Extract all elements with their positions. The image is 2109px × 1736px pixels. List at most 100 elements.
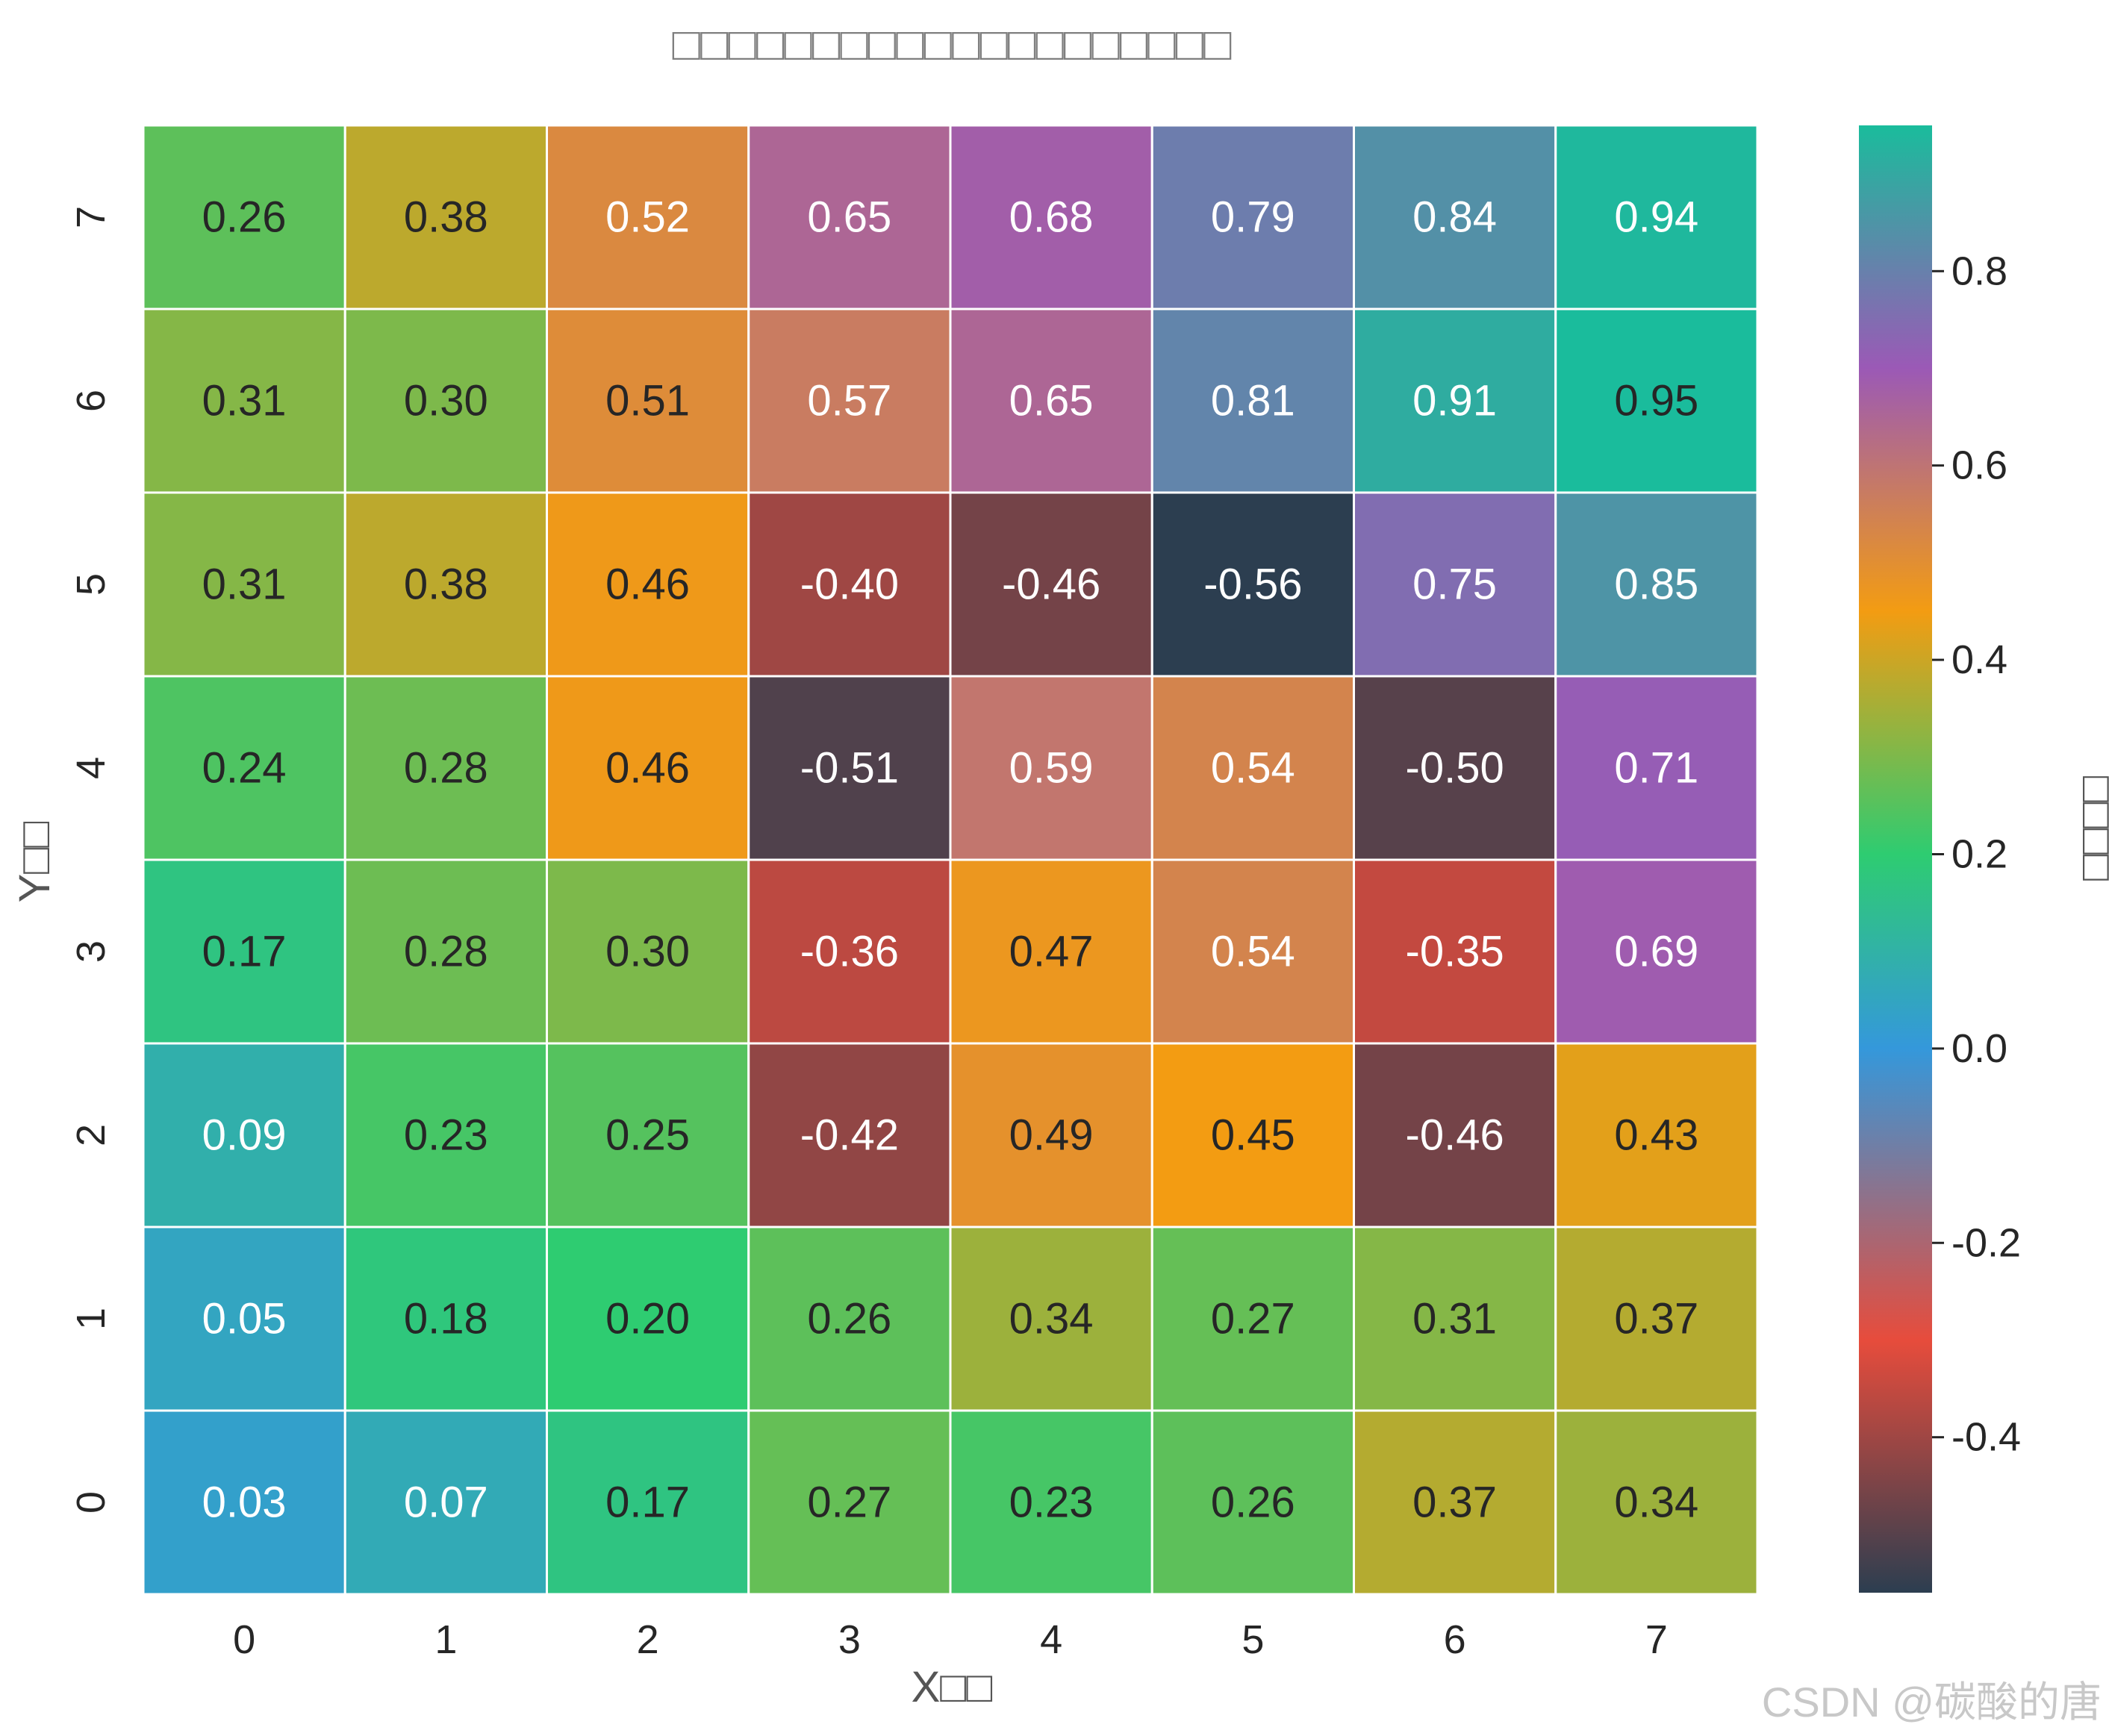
cell-value-label: 0.54	[1211, 928, 1295, 976]
cell-value-label: 0.47	[1009, 928, 1094, 976]
colorbar-tick-label: 0.0	[1951, 1026, 2007, 1071]
cell-value-label: 0.38	[404, 561, 488, 609]
heatmap-cell	[1150, 307, 1355, 494]
x-tick-label: 7	[1645, 1617, 1668, 1662]
heatmap-cell	[546, 124, 750, 310]
cell-value-label: 0.18	[404, 1295, 488, 1343]
cell-value-label: -0.35	[1406, 928, 1504, 976]
y-tick-label: 3	[69, 940, 113, 963]
cell-value-label: 0.34	[1614, 1479, 1698, 1527]
y-tick-label: 7	[69, 206, 113, 228]
heatmap-cell	[1353, 1409, 1557, 1596]
cell-value-label: 0.54	[1211, 744, 1295, 793]
heatmap-cell	[343, 1042, 548, 1228]
heatmap-cell	[949, 307, 1153, 494]
cell-value-label: 0.05	[202, 1295, 287, 1343]
cell-value-label: -0.56	[1203, 561, 1302, 609]
cell-value-label: 0.17	[605, 1479, 690, 1527]
heatmap-cell	[142, 858, 346, 1045]
heatmap-cell	[949, 124, 1153, 310]
heatmap-cell	[747, 491, 952, 678]
colorbar-tick-label: 0.2	[1951, 831, 2007, 876]
colorbar-tick-label: 0.8	[1951, 249, 2007, 293]
heatmap-cell	[546, 1042, 750, 1228]
heatmap-cell	[142, 1042, 346, 1228]
cell-value-label: 0.37	[1412, 1479, 1497, 1527]
cell-value-label: 0.30	[605, 928, 690, 976]
watermark: CSDN @碳酸的唐	[1762, 1679, 2102, 1726]
y-tick-label: 0	[69, 1491, 113, 1514]
cell-value-label: 0.23	[404, 1111, 488, 1160]
cell-value-label: 0.23	[1009, 1479, 1094, 1527]
y-tick-label: 5	[69, 573, 113, 596]
cell-value-label: 0.94	[1614, 193, 1698, 242]
cell-value-label: 0.38	[404, 193, 488, 242]
heatmap-cell	[1353, 1225, 1557, 1412]
cell-value-label: 0.46	[605, 744, 690, 793]
heatmap-cell	[1554, 307, 1759, 494]
heatmap-cell	[343, 307, 548, 494]
heatmap-cell	[1554, 124, 1759, 310]
colorbar-tick-label: -0.2	[1951, 1220, 2021, 1265]
heatmap-cell	[343, 124, 548, 310]
cell-value-label: 0.37	[1614, 1295, 1698, 1343]
cell-value-label: 0.28	[404, 928, 488, 976]
cell-value-label: 0.24	[202, 744, 287, 793]
cell-value-label: 0.65	[807, 193, 891, 242]
heatmap-cell	[1353, 124, 1557, 310]
y-axis-ticks: 0 1 2 3 4 5 6 7	[69, 206, 113, 1514]
cell-value-label: -0.50	[1406, 744, 1504, 793]
x-tick-label: 0	[233, 1617, 255, 1662]
x-tick-label: 2	[637, 1617, 659, 1662]
heatmap-cell	[142, 1225, 346, 1412]
cell-value-label: 0.43	[1614, 1111, 1698, 1160]
cell-value-label: 0.31	[202, 561, 287, 609]
cell-value-label: 0.49	[1009, 1111, 1094, 1160]
cell-value-label: 0.69	[1614, 928, 1698, 976]
cell-value-label: 0.57	[807, 377, 891, 425]
heatmap-cell	[747, 1409, 952, 1596]
heatmap-cell	[343, 491, 548, 678]
cell-value-label: 0.09	[202, 1111, 287, 1160]
heatmap-cell	[949, 675, 1153, 861]
heatmap-cell	[1554, 1225, 1759, 1412]
heatmap-cell	[546, 491, 750, 678]
cell-value-label: -0.46	[1002, 561, 1100, 609]
cell-value-label: 0.45	[1211, 1111, 1295, 1160]
cell-value-label: 0.71	[1614, 744, 1698, 793]
colorbar-ticks: -0.4 -0.2 0.0 0.2 0.4 0.6 0.8	[1932, 249, 2021, 1460]
colorbar-label: □□□□	[2073, 776, 2109, 881]
heatmap-cell	[1353, 1042, 1557, 1228]
cell-value-label: 0.95	[1614, 377, 1698, 425]
cell-value-label: -0.51	[800, 744, 899, 793]
heatmap-cell	[1353, 491, 1557, 678]
heatmap-cell	[1150, 675, 1355, 861]
heatmap-cell	[1554, 491, 1759, 678]
cell-value-label: 0.68	[1009, 193, 1094, 242]
cell-value-label: 0.75	[1412, 561, 1497, 609]
cell-value-label: 0.84	[1412, 193, 1497, 242]
heatmap-cell	[1554, 1042, 1759, 1228]
colorbar-tick-label: 0.6	[1951, 443, 2007, 488]
cell-value-label: 0.20	[605, 1295, 690, 1343]
heatmap-cell	[546, 1409, 750, 1596]
cell-value-label: 0.34	[1009, 1295, 1094, 1343]
heatmap-cells	[142, 124, 1759, 1596]
heatmap-cell	[1150, 124, 1355, 310]
heatmap-cell-labels: 0.03 0.07 0.17 0.27 0.23 0.26 0.37 0.34 0.05 0.18…	[202, 193, 1699, 1527]
heatmap-cell	[1353, 307, 1557, 494]
heatmap-cell	[1150, 1225, 1355, 1412]
heatmap-cell	[343, 858, 548, 1045]
heatmap-cell	[949, 1225, 1153, 1412]
cell-value-label: 0.31	[1412, 1295, 1497, 1343]
heatmap-cell	[1353, 858, 1557, 1045]
cell-value-label: 0.03	[202, 1479, 287, 1527]
heatmap-cell	[1150, 1409, 1355, 1596]
heatmap-cell	[1554, 858, 1759, 1045]
heatmap-cell	[1353, 675, 1557, 861]
cell-value-label: 0.85	[1614, 561, 1698, 609]
heatmap-cell	[142, 124, 346, 310]
heatmap-cell	[546, 307, 750, 494]
y-tick-label: 4	[69, 757, 113, 779]
x-axis-label: X□□	[912, 1663, 993, 1711]
